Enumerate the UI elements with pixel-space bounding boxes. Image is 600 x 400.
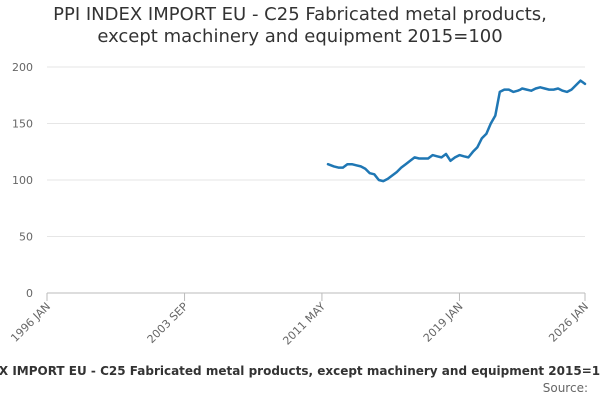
source-label: Source: [542, 381, 588, 395]
y-tick-label: 0 [26, 287, 33, 300]
y-tick-label: 200 [12, 61, 33, 74]
chart-title-line-1: PPI INDEX IMPORT EU - C25 Fabricated met… [53, 4, 547, 25]
legend-item-series[interactable]: PPI INDEX IMPORT EU - C25 Fabricated met… [0, 364, 600, 378]
chart-legend[interactable]: PPI INDEX IMPORT EU - C25 Fabricated met… [0, 364, 600, 378]
y-tick-label: 50 [19, 231, 33, 244]
chart-title: PPI INDEX IMPORT EU - C25 Fabricated met… [0, 4, 600, 48]
y-tick-label: 100 [12, 174, 33, 187]
y-tick-label: 150 [12, 118, 33, 131]
x-tick-label: 2003 SEP [145, 300, 191, 346]
x-tick-label: 2011 MAY [280, 300, 328, 348]
x-tick-label: 1996 JAN [8, 300, 53, 345]
series-line-0 [326, 79, 587, 183]
x-tick-label: 2019 JAN [421, 300, 466, 345]
x-tick-label: 2026 JAN [546, 300, 591, 345]
chart-title-line-2: except machinery and equipment 2015=100 [97, 26, 503, 47]
